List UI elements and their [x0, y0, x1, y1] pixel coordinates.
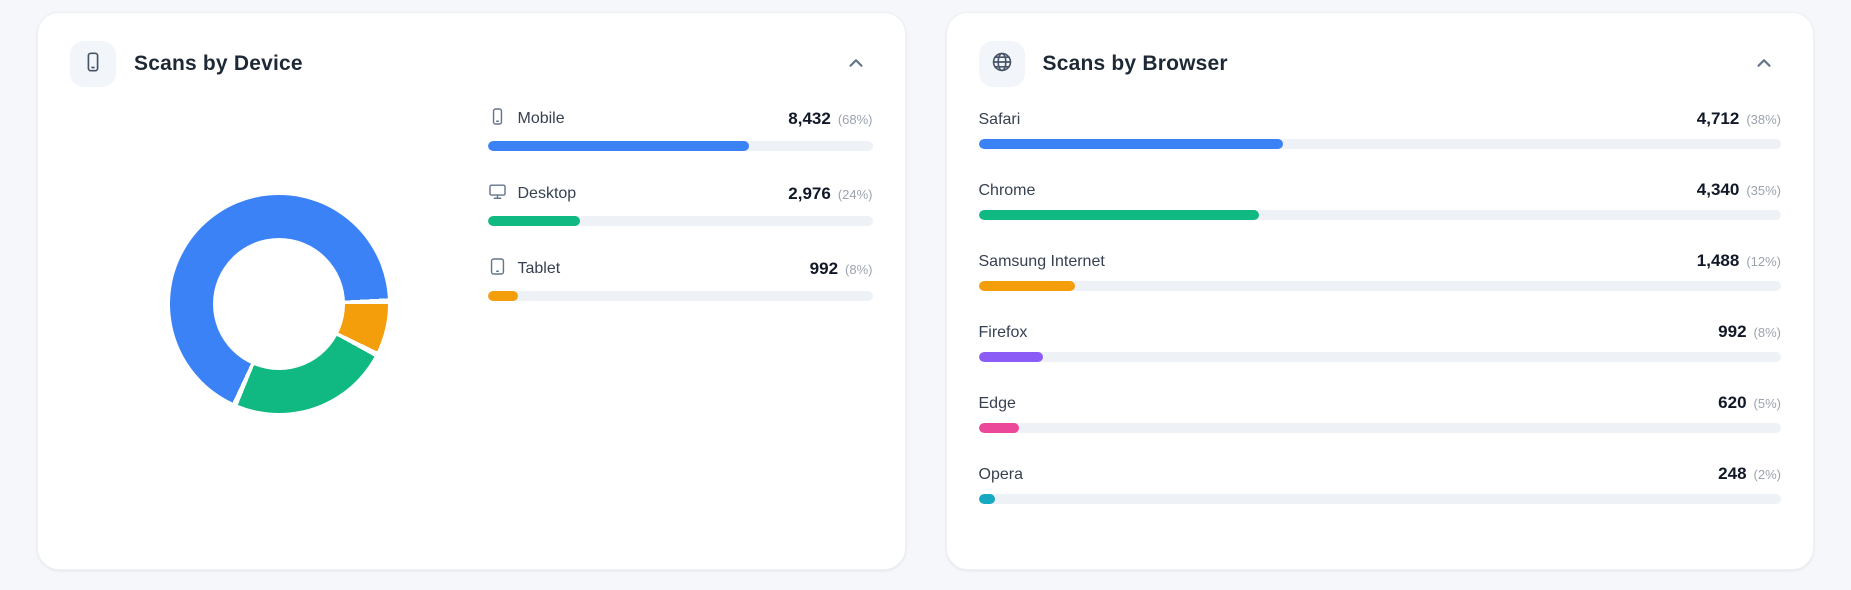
chevron-up-icon [1753, 52, 1775, 77]
browser-row-chrome: Chrome 4,340 (35%) [978, 180, 1782, 220]
browser-label: Samsung Internet [978, 253, 1105, 270]
browser-card-header: Scans by Browser [978, 41, 1782, 87]
browser-value: 4,712 [1696, 109, 1740, 128]
browser-label: Edge [978, 395, 1016, 412]
globe-icon [991, 51, 1013, 78]
device-value: 8,432 [788, 109, 831, 128]
browser-pct: (38%) [1746, 112, 1781, 127]
browser-value: 4,340 [1696, 180, 1740, 199]
browser-value-group: 992 (8%) [1718, 322, 1781, 342]
device-value-group: 2,976 (24%) [788, 184, 872, 204]
browser-card-body: Safari 4,712 (38%) Chrome 4,340 (35%) [978, 109, 1782, 504]
browser-row-label-line: Edge 620 (5%) [979, 393, 1782, 413]
browser-row-opera: Opera 248 (2%) [978, 464, 1782, 504]
device-label: Mobile [517, 110, 565, 127]
progress-fill [487, 216, 580, 226]
progress-track [487, 216, 873, 226]
progress-fill [978, 423, 1019, 433]
device-row-mobile: Mobile 8,432 (68%) [487, 107, 873, 151]
device-pct: (68%) [837, 112, 873, 127]
browser-row-label-line: Firefox 992 (8%) [979, 322, 1782, 342]
device-card-title: Scans by Device [134, 52, 303, 75]
browser-value-group: 620 (5%) [1718, 393, 1781, 413]
device-label: Tablet [517, 260, 561, 277]
device-legend: Mobile 8,432 (68%) [487, 105, 873, 332]
device-card: Scans by Device [37, 12, 906, 570]
smartphone-icon [488, 107, 507, 131]
browser-pct: (12%) [1746, 254, 1781, 269]
browser-row-label-line: Samsung Internet 1,488 (12%) [979, 251, 1782, 271]
progress-track [978, 281, 1781, 291]
device-row-label-line: Desktop 2,976 (24%) [488, 182, 873, 206]
device-card-body: Mobile 8,432 (68%) [70, 105, 873, 413]
device-card-collapse-button[interactable] [839, 47, 873, 81]
progress-fill [978, 210, 1260, 220]
device-label: Desktop [517, 185, 577, 202]
browser-row-firefox: Firefox 992 (8%) [978, 322, 1782, 362]
device-donut-wrap [70, 105, 488, 413]
browser-label: Opera [978, 466, 1023, 483]
device-row-tablet: Tablet 992 (8%) [487, 257, 873, 301]
browser-value: 620 [1718, 393, 1747, 412]
browser-value: 248 [1718, 464, 1747, 483]
progress-fill [487, 291, 519, 301]
device-pct: (8%) [845, 262, 873, 277]
progress-fill [978, 352, 1043, 362]
browser-card-title: Scans by Browser [1042, 52, 1228, 75]
browser-row-label-line: Chrome 4,340 (35%) [979, 180, 1782, 200]
smartphone-icon [82, 51, 104, 78]
browser-pct: (8%) [1753, 325, 1781, 340]
device-row-label-line: Mobile 8,432 (68%) [488, 107, 873, 131]
browser-row-edge: Edge 620 (5%) [978, 393, 1782, 433]
progress-track [978, 210, 1781, 220]
progress-track [978, 352, 1781, 362]
tablet-icon [488, 257, 507, 281]
browser-card-icon-badge [978, 41, 1025, 87]
browser-pct: (5%) [1753, 396, 1781, 411]
device-value: 992 [809, 259, 839, 278]
progress-fill [978, 494, 995, 504]
progress-track [487, 141, 873, 151]
browser-value-group: 248 (2%) [1718, 464, 1781, 484]
browser-label: Chrome [978, 182, 1036, 199]
progress-fill [978, 281, 1075, 291]
device-pct: (24%) [837, 187, 873, 202]
device-row-label-line: Tablet 992 (8%) [488, 257, 873, 281]
browser-row-label-line: Safari 4,712 (38%) [979, 109, 1782, 129]
device-value: 2,976 [788, 184, 831, 203]
browser-value-group: 4,712 (38%) [1697, 109, 1781, 129]
device-row-desktop: Desktop 2,976 (24%) [487, 182, 873, 226]
browser-row-samsung-internet: Samsung Internet 1,488 (12%) [978, 251, 1782, 291]
monitor-icon [488, 182, 507, 206]
browser-value-group: 1,488 (12%) [1697, 251, 1781, 271]
browser-row-label-line: Opera 248 (2%) [979, 464, 1782, 484]
progress-track [487, 291, 873, 301]
progress-track [978, 139, 1781, 149]
device-card-icon-badge [70, 41, 116, 87]
browser-value-group: 4,340 (35%) [1697, 180, 1781, 200]
browser-pct: (35%) [1746, 183, 1781, 198]
browser-value: 992 [1718, 322, 1747, 341]
device-value-group: 992 (8%) [810, 259, 873, 279]
progress-track [978, 423, 1781, 433]
device-donut-chart [169, 195, 388, 413]
progress-track [978, 494, 1781, 504]
browser-row-safari: Safari 4,712 (38%) [978, 109, 1782, 149]
progress-fill [487, 141, 750, 151]
device-card-header: Scans by Device [70, 41, 873, 87]
browser-value: 1,488 [1696, 251, 1740, 270]
browser-label: Firefox [978, 324, 1028, 341]
progress-fill [978, 139, 1284, 149]
browser-pct: (2%) [1753, 467, 1781, 482]
device-value-group: 8,432 (68%) [788, 109, 872, 129]
chevron-up-icon [845, 52, 867, 77]
browser-label: Safari [978, 111, 1021, 128]
browser-card-collapse-button[interactable] [1747, 47, 1781, 81]
browser-card: Scans by Browser Safari 4,712 (38%) [945, 12, 1814, 570]
